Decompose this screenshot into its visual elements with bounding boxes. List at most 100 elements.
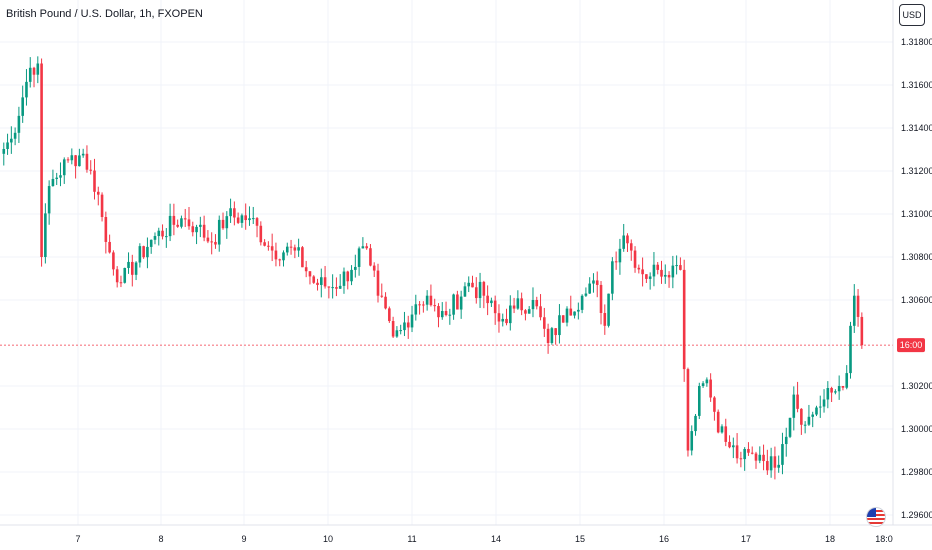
candle-body <box>724 426 728 442</box>
candle-body <box>754 453 758 461</box>
candle-body <box>100 194 104 218</box>
candle-body <box>452 294 455 315</box>
candle-body <box>577 309 580 312</box>
candle-body <box>338 285 342 289</box>
candle-body <box>493 300 497 314</box>
candle-body <box>293 247 297 251</box>
candle-body <box>346 271 350 282</box>
candle-body <box>251 218 255 220</box>
candle-body <box>320 277 323 285</box>
y-tick-label: 1.30800 <box>901 252 932 262</box>
candle-body <box>584 293 588 296</box>
candle-body <box>96 191 100 195</box>
time-axis[interactable]: 7 8 9 10 11 14 15 16 17 18 18:0 <box>75 534 892 544</box>
candle-body <box>641 269 644 275</box>
candle-body <box>157 230 161 237</box>
candle-body <box>645 274 648 279</box>
candle-body <box>55 177 58 179</box>
candle-body <box>459 296 463 310</box>
candle-body <box>195 226 198 233</box>
y-tick-label: 1.29800 <box>901 467 932 477</box>
candle-body <box>777 464 780 468</box>
x-tick-label: 7 <box>75 534 80 544</box>
candle-body <box>418 304 421 306</box>
candle-body <box>800 408 803 425</box>
candle-body <box>217 219 221 245</box>
y-tick-label: 1.31400 <box>901 123 932 133</box>
candle-body <box>599 284 603 313</box>
candle-body <box>637 267 641 270</box>
candle-body <box>471 282 474 288</box>
candle-body <box>648 276 652 279</box>
candle-body <box>32 67 36 75</box>
price-marker-box <box>897 338 925 353</box>
candle-body <box>716 411 720 433</box>
price-axis[interactable]: 1.31800 1.31600 1.31400 1.31200 1.31000 1.308… <box>901 37 932 520</box>
candle-body <box>119 282 123 284</box>
candle-body <box>406 322 410 328</box>
us-flag-icon[interactable] <box>866 507 886 527</box>
candle-body <box>270 246 274 251</box>
candle-body <box>323 277 327 287</box>
candle-body <box>104 217 108 242</box>
candle-body <box>342 271 346 286</box>
candle-body <box>573 311 576 316</box>
candle-body <box>558 315 561 336</box>
candle-body <box>429 295 433 306</box>
candle-body <box>388 308 391 322</box>
candle-body <box>788 417 792 437</box>
candle-body <box>448 314 452 316</box>
candle-body <box>747 448 750 453</box>
candle-body <box>59 175 62 178</box>
candle-body <box>732 445 735 448</box>
candle-body <box>25 81 28 98</box>
candle-body <box>206 237 210 242</box>
candle-body <box>2 148 6 154</box>
candle-body <box>569 308 573 316</box>
candle-body <box>444 311 448 316</box>
candle-body <box>21 97 24 116</box>
candle-body <box>372 265 376 271</box>
currency-button[interactable]: USD <box>899 4 925 26</box>
candle-body <box>830 388 833 393</box>
chart-title: British Pound / U.S. Dollar, 1h, FXOPEN <box>6 8 203 20</box>
candle-body <box>815 407 818 415</box>
candle-body <box>614 261 618 263</box>
candle-body <box>516 298 520 309</box>
candle-body <box>781 444 784 465</box>
candle-body <box>263 242 266 246</box>
candle-body <box>248 218 251 221</box>
candle-body <box>236 217 240 223</box>
candle-body <box>698 386 701 416</box>
candle-body <box>467 282 471 287</box>
candle-body <box>713 397 716 412</box>
y-tick-label: 1.30600 <box>901 295 932 305</box>
candle-body <box>350 269 353 282</box>
candle-body <box>505 318 508 324</box>
candle-body <box>743 448 746 460</box>
candle-body <box>391 321 395 337</box>
candle-body <box>123 267 127 283</box>
candle-body <box>70 155 74 161</box>
x-tick-label: 8 <box>158 534 163 544</box>
candle-body <box>183 218 187 220</box>
candle-body <box>728 441 731 448</box>
candle-body <box>773 456 777 468</box>
candle-body <box>285 246 289 253</box>
candle-body <box>85 153 89 170</box>
candle-body <box>633 250 637 268</box>
candle-body <box>607 293 610 326</box>
candle-body <box>168 215 172 237</box>
candle-body <box>403 322 406 331</box>
candle-body <box>221 219 225 229</box>
candle-body <box>282 252 285 261</box>
grid-lines <box>0 0 893 525</box>
candle-body <box>769 456 773 471</box>
candle-body <box>36 63 40 75</box>
candle-body <box>327 286 331 288</box>
candle-body <box>422 304 425 306</box>
candle-body <box>191 226 195 233</box>
candle-body <box>376 270 380 296</box>
candle-body <box>758 454 762 461</box>
